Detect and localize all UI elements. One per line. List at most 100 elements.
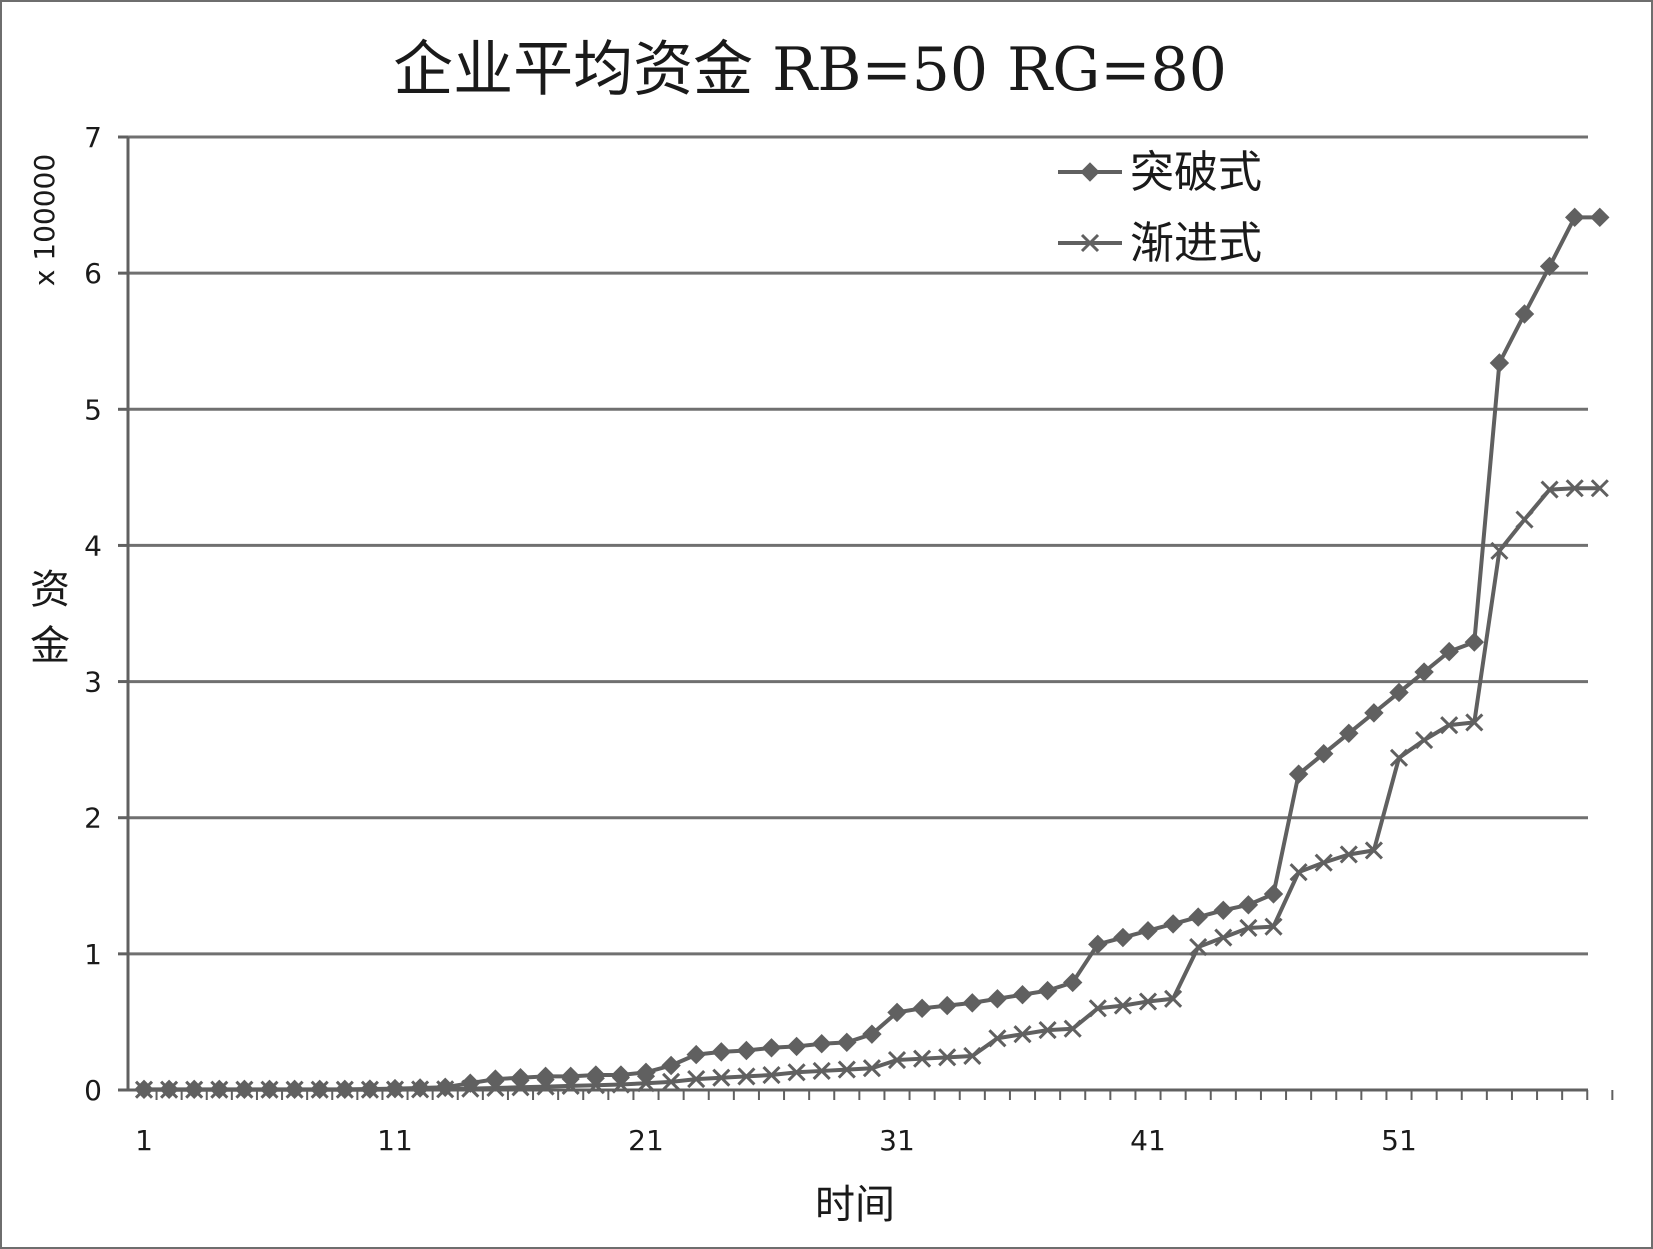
y-tick-label: 1 bbox=[84, 938, 102, 971]
data-point bbox=[561, 1076, 580, 1095]
data-point bbox=[736, 1040, 757, 1061]
x-tick-label: 1 bbox=[135, 1124, 153, 1157]
data-point bbox=[1514, 304, 1535, 324]
x-tick-label: 11 bbox=[377, 1124, 413, 1157]
data-point bbox=[1113, 996, 1132, 1015]
data-point bbox=[611, 1075, 630, 1094]
y-axis-label-char: 金 bbox=[30, 623, 70, 669]
x-tick-label: 31 bbox=[879, 1124, 915, 1157]
x-marker-stroke bbox=[461, 1079, 480, 1098]
x-marker-stroke bbox=[1590, 479, 1609, 498]
legend-marker bbox=[1080, 233, 1100, 253]
y-tick-label: 2 bbox=[84, 802, 102, 835]
x-marker-stroke bbox=[586, 1076, 605, 1095]
data-point bbox=[1590, 479, 1609, 498]
data-point bbox=[1440, 716, 1459, 735]
data-point bbox=[310, 1080, 329, 1099]
series-line-1 bbox=[144, 215, 1600, 1092]
data-point bbox=[485, 1069, 506, 1089]
x-marker-stroke bbox=[160, 1080, 179, 1099]
data-point bbox=[837, 1032, 857, 1053]
data-point bbox=[611, 1065, 631, 1085]
data-point bbox=[486, 1078, 505, 1098]
y-tick-label: 4 bbox=[84, 529, 102, 562]
y-axis-label-char: 资 bbox=[30, 567, 70, 613]
data-point bbox=[962, 993, 983, 1013]
data-point bbox=[1038, 1021, 1057, 1040]
x-marker-stroke bbox=[712, 1068, 731, 1087]
data-point bbox=[1465, 713, 1484, 732]
x-marker-stroke bbox=[687, 1070, 706, 1089]
series-line-2 bbox=[144, 486, 1600, 1092]
data-point bbox=[511, 1078, 530, 1097]
x-marker-stroke bbox=[837, 1060, 856, 1079]
x-marker-stroke bbox=[260, 1080, 279, 1099]
x-marker-stroke bbox=[285, 1080, 304, 1099]
data-point bbox=[1239, 918, 1258, 938]
data-point bbox=[1565, 479, 1584, 498]
x-marker-stroke bbox=[1490, 541, 1509, 560]
data-point bbox=[586, 1065, 606, 1085]
data-point bbox=[963, 1046, 982, 1066]
x-marker-stroke bbox=[486, 1078, 505, 1098]
legend-label: 突破式 bbox=[1130, 147, 1262, 198]
data-point bbox=[1540, 480, 1559, 499]
data-point bbox=[662, 1072, 681, 1091]
data-point bbox=[1464, 632, 1485, 652]
data-point bbox=[1012, 984, 1033, 1005]
data-point bbox=[185, 1080, 204, 1099]
x-marker-stroke bbox=[185, 1080, 204, 1099]
data-point bbox=[1063, 1019, 1082, 1038]
x-axis-label: 时间 bbox=[815, 1182, 895, 1228]
x-marker-stroke bbox=[787, 1063, 806, 1082]
data-point bbox=[887, 1002, 907, 1023]
data-point bbox=[1238, 895, 1259, 915]
x-marker-stroke bbox=[335, 1080, 354, 1099]
x-marker-stroke bbox=[1515, 510, 1534, 529]
x-marker-stroke bbox=[360, 1080, 379, 1099]
x-marker-stroke bbox=[436, 1080, 455, 1099]
x-marker-stroke bbox=[1113, 996, 1132, 1015]
data-point bbox=[761, 1038, 782, 1058]
data-point bbox=[762, 1065, 781, 1085]
data-point bbox=[636, 1074, 656, 1093]
data-point bbox=[1088, 999, 1107, 1018]
x-marker-stroke bbox=[1415, 731, 1434, 750]
data-point bbox=[1288, 764, 1309, 784]
x-marker-stroke bbox=[988, 1029, 1007, 1048]
data-point bbox=[686, 1044, 706, 1065]
y-tick-label: 6 bbox=[84, 257, 102, 290]
data-point bbox=[913, 1049, 932, 1068]
x-marker-stroke bbox=[963, 1046, 982, 1066]
axes bbox=[118, 135, 1614, 1100]
data-point bbox=[1164, 989, 1183, 1008]
data-point bbox=[862, 1059, 881, 1078]
data-point bbox=[787, 1063, 806, 1082]
data-point bbox=[1313, 744, 1334, 764]
data-point bbox=[912, 998, 932, 1019]
x-marker-stroke bbox=[1364, 841, 1383, 860]
x-marker-stroke bbox=[887, 1050, 907, 1070]
data-point bbox=[510, 1068, 531, 1088]
data-point bbox=[1314, 853, 1333, 872]
data-point bbox=[1515, 510, 1534, 529]
legend-item-2: 渐进式 bbox=[1058, 218, 1262, 269]
data-point bbox=[1389, 682, 1409, 703]
data-point bbox=[1189, 937, 1208, 957]
data-point bbox=[461, 1079, 480, 1098]
x-marker-stroke bbox=[913, 1049, 932, 1068]
data-point bbox=[1490, 541, 1509, 560]
x-marker-stroke bbox=[636, 1074, 656, 1093]
x-marker-stroke bbox=[1063, 1019, 1082, 1038]
x-marker-stroke bbox=[561, 1076, 580, 1095]
data-point bbox=[1339, 845, 1358, 864]
x-marker-stroke bbox=[1339, 845, 1358, 864]
data-point bbox=[360, 1080, 379, 1099]
data-point bbox=[560, 1066, 581, 1087]
x-marker-stroke bbox=[411, 1080, 430, 1099]
x-marker-stroke bbox=[1080, 233, 1100, 253]
x-marker-stroke bbox=[511, 1078, 530, 1097]
data-point bbox=[887, 1050, 907, 1070]
x-marker-stroke bbox=[1465, 713, 1484, 732]
x-marker-stroke bbox=[737, 1067, 756, 1086]
